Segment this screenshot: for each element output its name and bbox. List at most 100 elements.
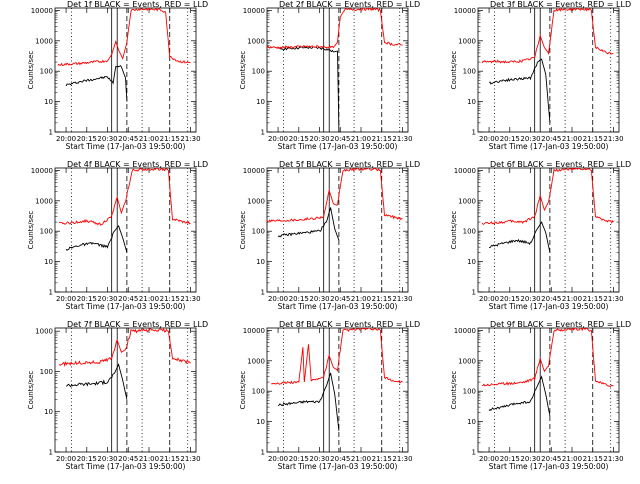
- panel-title: Det 7f BLACK = Events, RED = LLD: [67, 320, 208, 329]
- panel-title: Det 4f BLACK = Events, RED = LLD: [67, 160, 208, 169]
- y-tick-label: 10000: [243, 7, 265, 15]
- panel-3: Det 3f BLACK = Events, RED = LLD 1 10 100 10…: [450, 0, 631, 151]
- y-tick-label: 1: [472, 289, 476, 297]
- y-tick-label: 1: [49, 289, 53, 297]
- plot-frame: [266, 327, 409, 453]
- x-tick-label: 20:30: [520, 135, 540, 143]
- y-tick-label: 10000: [31, 7, 53, 15]
- plot-frame: [477, 167, 620, 293]
- x-tick-label: 20:45: [330, 135, 350, 143]
- panel-5: Det 5f BLACK = Events, RED = LLD 1 10 100 10…: [239, 160, 420, 311]
- y-tick-label: 1000: [458, 37, 476, 45]
- y-tick-label: 100: [40, 368, 53, 376]
- x-tick-label: 21:15: [583, 295, 603, 303]
- y-axis-label: Counts/sec: [450, 211, 458, 250]
- lld-series-line: [481, 328, 614, 388]
- x-tick-label: 20:45: [118, 295, 138, 303]
- x-tick-label: 20:15: [500, 455, 520, 463]
- y-tick-label: 10000: [243, 327, 265, 335]
- x-tick-label: 20:45: [118, 135, 138, 143]
- y-tick-label: 1000: [458, 357, 476, 365]
- y-tick-label: 1: [261, 289, 265, 297]
- x-tick-label: 20:45: [541, 455, 561, 463]
- x-tick-label: 21:15: [372, 455, 392, 463]
- y-axis-label: Counts/sec: [27, 211, 35, 250]
- panel-7: Det 7f BLACK = Events, RED = LLD 1 10 100 10…: [27, 320, 208, 471]
- y-tick-label: 10: [44, 408, 53, 416]
- y-tick-label: 10: [44, 98, 53, 106]
- events-series-line: [488, 375, 551, 417]
- y-tick-label: 10: [467, 98, 476, 106]
- x-tick-label: 20:15: [289, 135, 309, 143]
- x-tick-label: 20:00: [479, 455, 499, 463]
- y-tick-label: 1000: [247, 37, 265, 45]
- x-tick-label: 20:45: [541, 295, 561, 303]
- y-tick-label: 1: [261, 129, 265, 137]
- y-tick-label: 100: [252, 388, 265, 396]
- x-tick-label: 21:00: [351, 455, 371, 463]
- y-tick-label: 1000: [458, 197, 476, 205]
- plot-frame: [54, 167, 197, 293]
- x-tick-label: 21:00: [139, 455, 159, 463]
- y-tick-label: 10: [256, 258, 265, 266]
- panel-6: Det 6f BLACK = Events, RED = LLD 1 10 100 10…: [450, 160, 631, 311]
- x-tick-label: 20:00: [56, 135, 76, 143]
- x-tick-label: 20:15: [77, 455, 97, 463]
- x-axis-label: Start Time (17-Jan-03 19:50:00): [489, 302, 609, 311]
- x-tick-label: 20:00: [268, 455, 288, 463]
- x-axis-label: Start Time (17-Jan-03 19:50:00): [66, 142, 186, 151]
- x-tick-label: 20:15: [289, 455, 309, 463]
- x-axis-label: Start Time (17-Jan-03 19:50:00): [489, 462, 609, 471]
- plot-frame: [477, 7, 620, 133]
- y-tick-label: 1000: [247, 357, 265, 365]
- x-tick-label: 21:15: [583, 455, 603, 463]
- x-tick-label: 21:15: [160, 455, 180, 463]
- x-tick-label: 21:00: [562, 295, 582, 303]
- plot-frame: [266, 167, 409, 293]
- x-tick-label: 20:30: [97, 295, 117, 303]
- x-axis-label: Start Time (17-Jan-03 19:50:00): [66, 462, 186, 471]
- x-tick-label: 20:30: [309, 135, 329, 143]
- x-tick-label: 20:30: [97, 455, 117, 463]
- events-series-line: [488, 221, 551, 253]
- events-series-line: [277, 207, 340, 241]
- x-tick-label: 21:30: [603, 135, 623, 143]
- lld-series-line: [267, 168, 403, 223]
- y-tick-label: 100: [252, 68, 265, 76]
- panel-title: Det 5f BLACK = Events, RED = LLD: [279, 160, 420, 169]
- y-tick-label: 100: [252, 228, 265, 236]
- x-tick-label: 20:45: [330, 455, 350, 463]
- x-tick-label: 20:15: [500, 295, 520, 303]
- x-tick-label: 21:30: [180, 295, 200, 303]
- lld-series-line: [59, 168, 191, 226]
- events-series-line: [278, 45, 340, 132]
- y-tick-label: 10: [467, 258, 476, 266]
- x-axis-label: Start Time (17-Jan-03 19:50:00): [278, 462, 398, 471]
- y-axis-label: Counts/sec: [239, 371, 247, 410]
- y-tick-label: 10000: [454, 7, 476, 15]
- events-series-line: [66, 363, 128, 400]
- y-tick-label: 1: [472, 449, 476, 457]
- y-tick-label: 1: [49, 129, 53, 137]
- y-tick-label: 1000: [247, 197, 265, 205]
- lld-series-line: [58, 328, 191, 368]
- x-tick-label: 20:45: [118, 455, 138, 463]
- x-tick-label: 21:15: [160, 295, 180, 303]
- panel-4: Det 4f BLACK = Events, RED = LLD 1 10 100 10…: [27, 160, 208, 311]
- y-tick-label: 1: [261, 449, 265, 457]
- x-tick-label: 20:45: [541, 135, 561, 143]
- x-tick-label: 20:00: [56, 295, 76, 303]
- panel-9: Det 9f BLACK = Events, RED = LLD 1 10 100 10…: [450, 320, 631, 471]
- y-tick-label: 100: [40, 68, 53, 76]
- x-tick-label: 21:30: [180, 455, 200, 463]
- x-tick-label: 20:30: [309, 295, 329, 303]
- y-tick-label: 100: [463, 388, 476, 396]
- y-tick-label: 100: [40, 228, 53, 236]
- x-tick-label: 20:15: [77, 135, 97, 143]
- lld-series-line: [57, 8, 191, 66]
- x-tick-label: 21:30: [603, 295, 623, 303]
- lld-series-line: [271, 328, 403, 385]
- y-tick-label: 10: [256, 418, 265, 426]
- y-tick-label: 1000: [35, 197, 53, 205]
